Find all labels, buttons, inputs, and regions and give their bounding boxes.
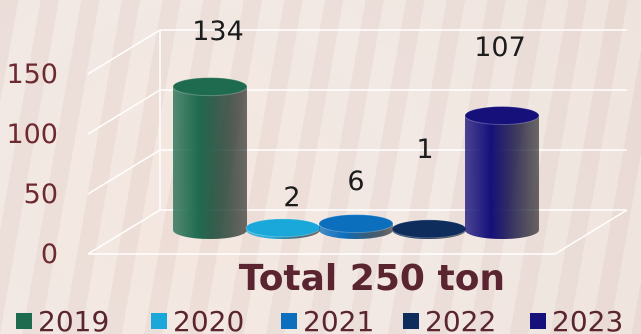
bar-2023 [464, 106, 540, 239]
legend-item-2022: 2022 [403, 305, 496, 334]
legend-swatch [530, 313, 546, 329]
legend-item-2023: 2023 [530, 305, 623, 334]
bar-2022 [391, 219, 467, 239]
data-labels: 134 2 6 1 107 [192, 16, 526, 213]
data-label-2020: 2 [283, 182, 300, 213]
y-tick-label: 100 [6, 119, 58, 150]
data-label-2023: 107 [474, 32, 526, 63]
gridline-side [87, 209, 161, 255]
legend-label: 2021 [303, 305, 374, 334]
y-tick-label: 0 [41, 239, 58, 270]
floor-right-edge [554, 209, 628, 255]
y-axis: 0 50 100 150 [6, 59, 58, 270]
y-tick-label: 150 [6, 59, 58, 90]
legend-label: 2020 [173, 305, 244, 334]
legend-swatch [16, 313, 32, 329]
legend: 2019 2020 2021 2022 2023 [16, 305, 623, 334]
y-tick-label: 50 [24, 179, 58, 210]
bar-2019 [172, 77, 248, 240]
bar-top [245, 218, 321, 238]
data-label-2021: 6 [347, 166, 364, 197]
legend-swatch [281, 313, 297, 329]
bars [172, 77, 540, 240]
bar-2021 [318, 214, 394, 239]
gridline-side [87, 89, 161, 135]
bar-body [465, 115, 539, 239]
bar-top [391, 219, 467, 239]
legend-label: 2023 [552, 305, 623, 334]
bar-2020 [245, 218, 321, 239]
bar-top [464, 106, 540, 126]
legend-item-2020: 2020 [151, 305, 244, 334]
total-annotation: Total 250 ton [239, 258, 505, 299]
legend-label: 2022 [425, 305, 496, 334]
legend-item-2019: 2019 [16, 305, 109, 334]
data-label-2019: 134 [192, 16, 244, 47]
bar-top [172, 77, 248, 97]
legend-swatch [151, 313, 167, 329]
gridline-side [87, 149, 161, 195]
legend-label: 2019 [38, 305, 109, 334]
gridline-side [87, 29, 161, 75]
legend-swatch [403, 313, 419, 329]
legend-item-2021: 2021 [281, 305, 374, 334]
bar-body [173, 86, 247, 240]
data-label-2022: 1 [416, 134, 433, 165]
bar-top [318, 214, 394, 234]
